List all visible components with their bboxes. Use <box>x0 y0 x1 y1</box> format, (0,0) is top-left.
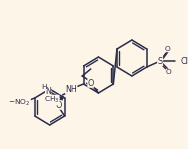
Text: S: S <box>158 56 163 66</box>
Text: NH: NH <box>65 84 77 94</box>
Text: H: H <box>42 84 47 90</box>
Text: N: N <box>45 87 51 97</box>
Text: O: O <box>88 79 94 87</box>
Text: $-$NO$_2$: $-$NO$_2$ <box>8 98 31 108</box>
Text: CH$_3$: CH$_3$ <box>44 95 59 105</box>
Text: O: O <box>166 69 172 75</box>
Text: O: O <box>55 100 62 110</box>
Text: Cl: Cl <box>180 56 188 66</box>
Text: O: O <box>165 46 171 52</box>
